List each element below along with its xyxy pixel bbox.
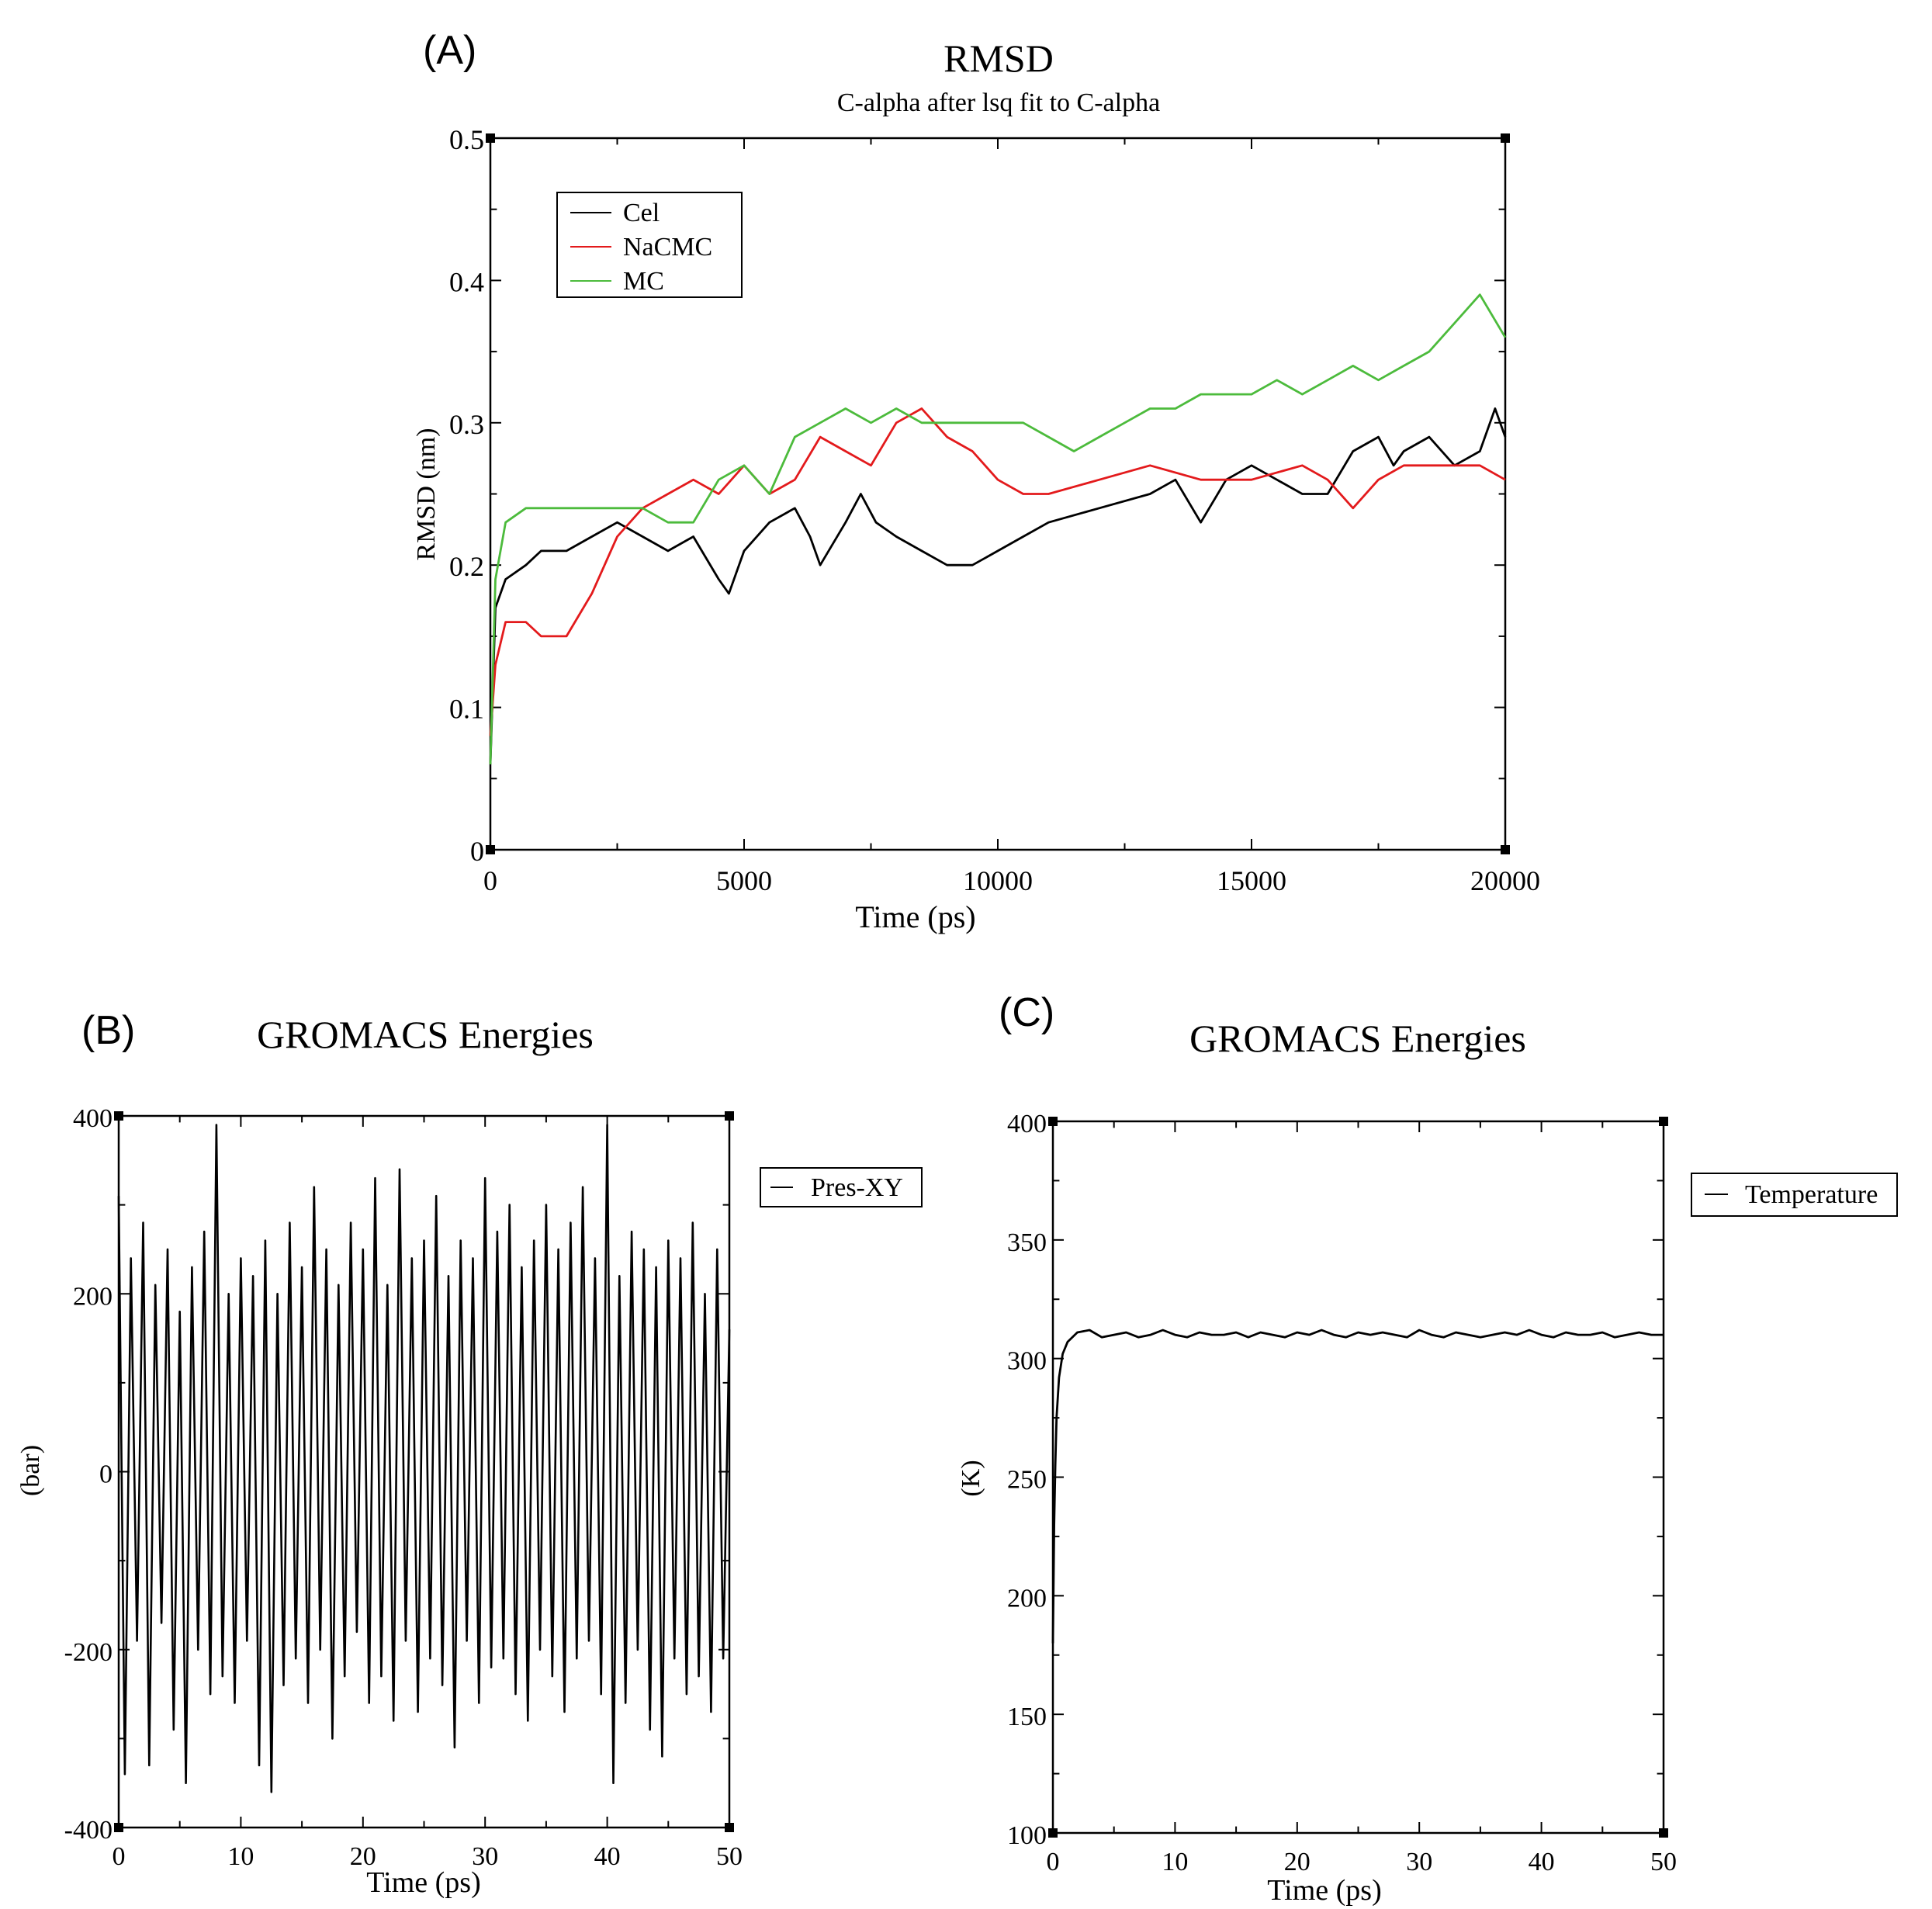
panel-b: (B) GROMACS Energies 0 10 20 30 40 50 -400 -200… (16, 1008, 923, 1899)
panel-c: (C) GROMACS Energies 0 10 20 30 40 50 100 150 20… (957, 990, 1898, 1907)
legend-label-mc: MC (623, 267, 664, 296)
y-tick-label: 0.5 (449, 124, 484, 155)
legend-label-cel: Cel (623, 199, 660, 227)
corner-marker (1048, 1117, 1058, 1126)
y-tick-label: 0.4 (449, 266, 484, 297)
y-tick-label: 200 (1007, 1584, 1047, 1613)
y-tick-label: 150 (1007, 1703, 1047, 1731)
panel-a-tick-labels: 0 5000 10000 15000 20000 0 0.1 0.2 0.3 0.4 0.5 (449, 124, 1540, 896)
panel-c-tick-labels: 0 10 20 30 40 50 100 150 200 250 300 350 400 (1007, 1110, 1677, 1876)
panel-a-ticks (486, 133, 1510, 854)
x-tick-label: 20000 (1470, 865, 1540, 896)
panel-c-label: (C) (999, 990, 1054, 1035)
panel-a-y-axis-label: RMSD (nm) (412, 428, 441, 561)
panel-a-legend-box (556, 192, 743, 298)
y-tick-label: 0.3 (449, 409, 484, 440)
x-tick-label: 15000 (1217, 865, 1286, 896)
panel-c-title: GROMACS Energies (1189, 1017, 1526, 1060)
x-tick-label: 0 (113, 1842, 126, 1871)
y-tick-label: -400 (64, 1816, 113, 1845)
x-tick-label: 10000 (963, 865, 1033, 896)
panel-b-y-axis-label: (bar) (16, 1445, 45, 1496)
series-line-temperature (1051, 1329, 1664, 1644)
y-tick-label: 100 (1007, 1821, 1047, 1850)
x-tick-label: 40 (1529, 1848, 1555, 1876)
panel-a-subtitle: C-alpha after lsq fit to C-alpha (837, 88, 1160, 117)
panel-c-x-axis-label: Time (ps) (1267, 1874, 1381, 1907)
x-tick-label: 20 (1284, 1848, 1311, 1876)
panel-b-tick-labels: 0 10 20 30 40 50 -400 -200 0 200 400 (64, 1104, 743, 1871)
panel-b-x-axis-label: Time (ps) (366, 1866, 480, 1899)
x-tick-label: 50 (716, 1842, 743, 1871)
y-tick-label: 400 (73, 1104, 113, 1133)
panel-a-x-axis-label: Time (ps) (855, 899, 975, 934)
y-tick-label: 0.2 (449, 551, 484, 582)
panel-b-plot-frame (117, 1114, 731, 1829)
panel-c-ticks (1048, 1117, 1668, 1838)
panel-a-title: RMSD (943, 36, 1054, 80)
x-tick-label: 30 (472, 1842, 498, 1871)
x-tick-label: 5000 (716, 865, 772, 896)
corner-marker (1501, 845, 1510, 854)
corner-marker (1048, 1828, 1058, 1838)
legend-label-nacmc: NaCMC (623, 233, 712, 262)
corner-marker (114, 1111, 123, 1121)
x-tick-label: 0 (1047, 1848, 1060, 1876)
x-tick-label: 10 (227, 1842, 254, 1871)
y-tick-label: 0 (470, 836, 484, 867)
panel-b-label: (B) (81, 1008, 135, 1053)
y-tick-label: 0 (99, 1460, 113, 1489)
legend-label-pres-xy: Pres-XY (811, 1173, 903, 1202)
y-tick-label: 350 (1007, 1228, 1047, 1257)
x-tick-label: 50 (1650, 1848, 1677, 1876)
panel-a-series (489, 293, 1507, 765)
x-tick-label: 40 (594, 1842, 621, 1871)
corner-marker (725, 1823, 734, 1832)
series-line-cel (489, 407, 1507, 765)
corner-marker (486, 133, 495, 143)
panel-b-legend: Pres-XY (760, 1167, 923, 1207)
corner-marker (725, 1111, 734, 1121)
panel-c-plot-frame (1051, 1120, 1665, 1835)
panel-a-label: (A) (423, 28, 476, 73)
y-tick-label: 250 (1007, 1466, 1047, 1495)
corner-marker (1501, 133, 1510, 143)
y-tick-label: 0.1 (449, 694, 484, 725)
x-tick-label: 10 (1162, 1848, 1188, 1876)
panel-a: (A) RMSD C-alpha after lsq fit to C-alph… (412, 28, 1540, 934)
y-tick-label: 300 (1007, 1347, 1047, 1376)
x-tick-label: 30 (1406, 1848, 1432, 1876)
series-line-mc (489, 293, 1507, 765)
series-line-pres-xy (117, 1124, 731, 1793)
y-tick-label: 400 (1007, 1110, 1047, 1138)
corner-marker (1659, 1828, 1668, 1838)
panel-c-legend: Temperature (1691, 1173, 1898, 1217)
series-line-nacmc (489, 407, 1506, 736)
corner-marker (486, 845, 495, 854)
panel-c-y-axis-label: (K) (957, 1460, 985, 1496)
corner-marker (114, 1823, 123, 1832)
legend-label-temperature: Temperature (1745, 1180, 1878, 1209)
panel-c-series (1051, 1329, 1664, 1644)
corner-marker (1659, 1117, 1668, 1126)
y-tick-label: 200 (73, 1282, 113, 1311)
y-tick-label: -200 (64, 1638, 113, 1667)
panel-a-legend: Cel NaCMC MC (556, 192, 743, 298)
x-tick-label: 20 (350, 1842, 376, 1871)
x-tick-label: 0 (483, 865, 497, 896)
panel-b-series (117, 1124, 731, 1793)
panel-b-title: GROMACS Energies (257, 1013, 594, 1056)
panel-b-ticks (114, 1111, 734, 1832)
